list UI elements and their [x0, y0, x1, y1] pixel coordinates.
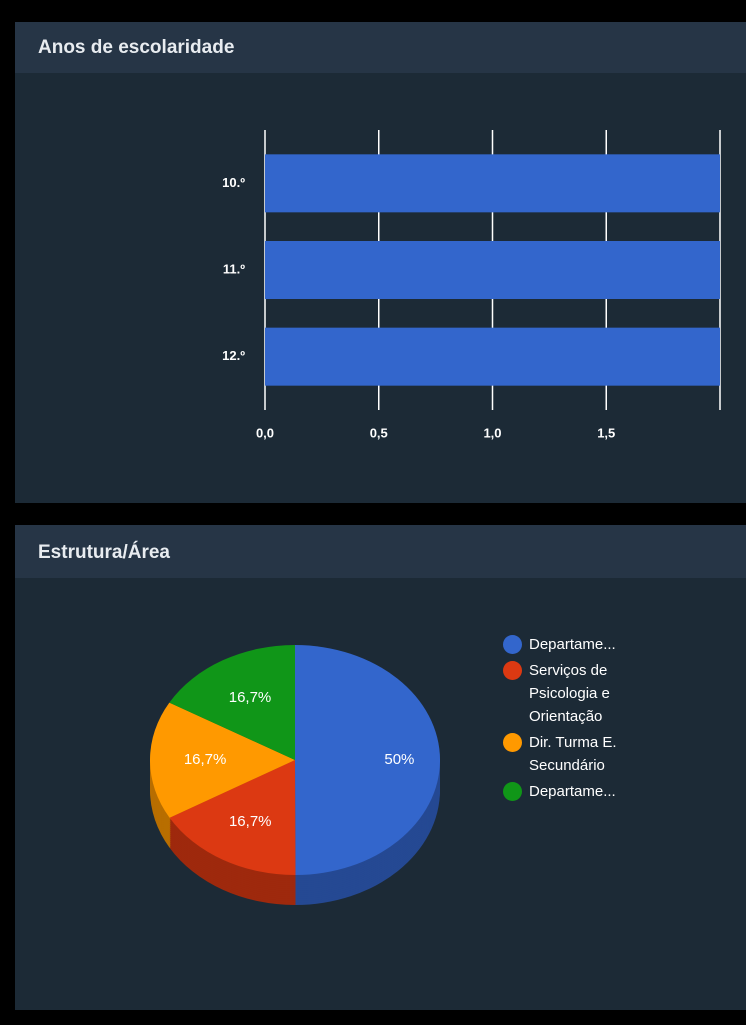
- x-tick-label: 0,5: [370, 425, 388, 440]
- x-tick-label: 1,5: [597, 425, 615, 440]
- panel-title: Estrutura/Área: [38, 541, 170, 563]
- legend-item: Departame...: [503, 633, 683, 656]
- data-label: 16,7%: [229, 689, 272, 706]
- x-tick-label: 0,0: [256, 425, 274, 440]
- legend-label: Departame...: [529, 783, 616, 800]
- data-label: 50%: [384, 751, 414, 768]
- bar: [265, 154, 720, 213]
- bar: [265, 327, 720, 386]
- y-tick-label: 12.º: [222, 348, 245, 363]
- legend: Departame... Serviços de Psicologia e Ori…: [503, 633, 683, 806]
- legend-swatch: [503, 782, 522, 801]
- legend-item: Departame...: [503, 780, 683, 803]
- legend-swatch: [503, 635, 522, 654]
- legend-label: Serviços de Psicologia e Orientação: [529, 662, 610, 725]
- legend-label: Departame...: [529, 636, 616, 653]
- bar: [265, 241, 720, 299]
- x-tick-label: 1,0: [483, 425, 501, 440]
- legend-swatch: [503, 661, 522, 680]
- data-label: 16,7%: [184, 751, 227, 768]
- pie-slice: [295, 644, 441, 875]
- data-label: 16,7%: [229, 813, 272, 830]
- panel-header: [15, 22, 746, 73]
- panel-header: [15, 525, 746, 578]
- legend-label: Dir. Turma E. Secundário: [529, 734, 617, 774]
- legend-swatch: [503, 733, 522, 752]
- legend-item: Dir. Turma E. Secundário: [503, 731, 683, 777]
- pie-slice: [150, 702, 295, 818]
- panel-title: Anos de escolaridade: [38, 37, 234, 58]
- y-tick-label: 10.º: [222, 175, 245, 190]
- pie-slice: [169, 760, 296, 875]
- y-tick-label: 11.º: [223, 261, 245, 276]
- pie-slice: [169, 645, 295, 760]
- legend-item: Serviços de Psicologia e Orientação: [503, 659, 683, 728]
